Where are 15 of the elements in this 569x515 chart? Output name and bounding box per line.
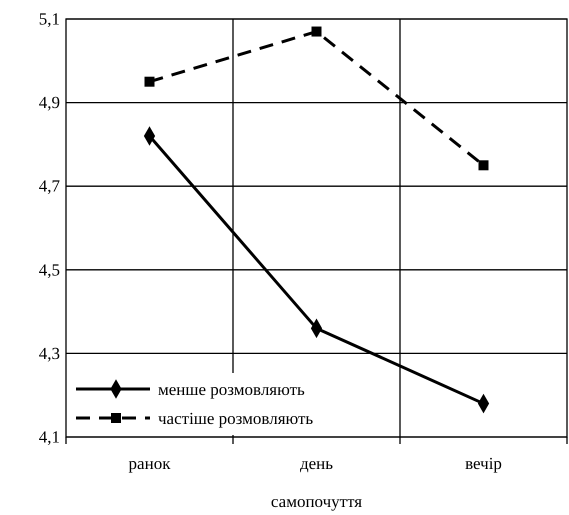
y-tick-label: 4,5 [38,260,60,280]
legend-label: частіше розмовляють [158,409,314,428]
point [478,160,488,170]
y-tick-label: 4,9 [38,93,60,112]
y-tick-label: 5,1 [38,9,60,28]
y-tick-label: 4,3 [38,344,60,363]
x-tick-label: день [300,454,334,474]
x-tick-label: ранок [128,454,172,474]
legend-label: менше розмовляють [158,380,306,399]
y-tick-label: 4,7 [38,176,60,196]
x-tick-label: вечір [465,454,502,474]
x-axis-title: самопочуття [270,492,362,511]
y-tick-label: 4,1 [38,427,60,446]
point [312,26,322,37]
point [144,76,154,87]
